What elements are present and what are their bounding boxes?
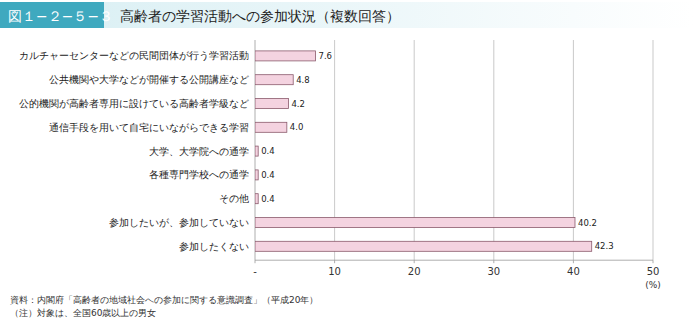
- bar: [255, 99, 288, 109]
- tick-mark: [414, 260, 415, 263]
- data-label: 4.2: [291, 99, 305, 109]
- data-label: 4.0: [290, 122, 304, 132]
- category-label: 参加したくない: [179, 241, 249, 252]
- tick-label: -: [253, 266, 257, 277]
- x-axis: [255, 260, 653, 261]
- data-label: 42.3: [595, 241, 614, 251]
- data-label: 0.4: [261, 194, 275, 204]
- tick-label: 30: [487, 266, 500, 277]
- tick-label: 20: [408, 266, 421, 277]
- tick-label: 40: [567, 266, 580, 277]
- bar: [255, 194, 258, 204]
- bar: [255, 241, 592, 251]
- tick-mark: [334, 260, 335, 263]
- tick-label: 50: [647, 266, 660, 277]
- axis-label: (%): [645, 280, 661, 290]
- bar: [255, 51, 315, 61]
- data-label: 40.2: [578, 218, 597, 228]
- tick-mark: [573, 260, 574, 263]
- bar: [255, 122, 287, 132]
- bar: [255, 218, 575, 228]
- category-label: 公的機関が高齢者専用に設けている高齢者学級など: [19, 98, 249, 109]
- tick-mark: [255, 260, 256, 263]
- category-label: 参加したいが、参加していない: [109, 217, 249, 228]
- bar: [255, 146, 258, 156]
- category-label: 通信手段を用いて自宅にいながらできる学習: [49, 122, 249, 133]
- tick-label: 10: [328, 266, 341, 277]
- bar: [255, 170, 258, 180]
- header-band: [0, 2, 694, 28]
- title: 高齢者の学習活動への参加状況（複数回答）: [120, 8, 400, 24]
- source: 資料：内閣府「高齢者の地域社会への参加に関する意識調査」（平成20年）: [10, 295, 318, 305]
- category-label: 公共機関や大学などが開催する公開講座など: [49, 74, 249, 85]
- data-label: 0.4: [261, 170, 275, 180]
- bar: [255, 75, 293, 85]
- note: （注）対象は、全国60歳以上の男女: [10, 308, 156, 318]
- tick-mark: [493, 260, 494, 263]
- data-label: 7.6: [318, 51, 332, 61]
- data-label: 4.8: [296, 75, 310, 85]
- tick-mark: [653, 260, 654, 263]
- data-label: 0.4: [261, 146, 275, 156]
- grid-line: [653, 40, 654, 260]
- chart: 図１−２−５−３ 高齢者の学習活動への参加状況（複数回答） - 10 20 30 40 50 (…: [0, 0, 694, 336]
- bars: [255, 51, 592, 251]
- category-label: その他: [219, 193, 249, 204]
- category-label: 大学、大学院への通学: [149, 146, 249, 157]
- category-label: 各種専門学校への通学: [149, 169, 249, 180]
- figure-label: 図１−２−５−３: [8, 8, 113, 24]
- category-label: カルチャーセンターなどの民間団体が行う学習活動: [19, 50, 249, 61]
